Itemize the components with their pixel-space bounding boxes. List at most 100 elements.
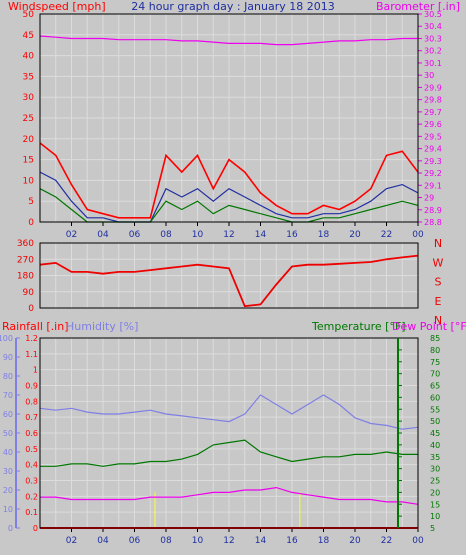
baro-y-tick-label: 30 bbox=[424, 71, 434, 80]
temp-y-tick-label: 75 bbox=[430, 358, 440, 367]
temp-y-tick-label: 40 bbox=[430, 441, 440, 450]
humidity-line bbox=[39, 394, 419, 430]
temp-x-tick-label: 18 bbox=[318, 536, 330, 546]
rain-y-tick-label: 0.5 bbox=[25, 445, 38, 454]
wind-y-tick-label: 30 bbox=[23, 93, 35, 103]
temp-y-tick-label: 15 bbox=[430, 500, 440, 509]
baro-y-tick-label: 29.2 bbox=[424, 169, 442, 178]
temp-panel-grid bbox=[40, 337, 418, 529]
rain-y-tick-label: 1.2 bbox=[25, 334, 38, 343]
direction-y-tick-label: 360 bbox=[17, 239, 34, 249]
baro-axis-label: Barometer [.in] bbox=[376, 0, 460, 13]
wind-x-tick-label: 00 bbox=[412, 230, 424, 240]
wind-y-tick-label: 40 bbox=[23, 52, 35, 62]
humidity-y-tick-label: 100 bbox=[0, 334, 13, 343]
temp-y-tick-label: 25 bbox=[430, 477, 440, 486]
dewpoint-line bbox=[40, 486, 419, 505]
wind-y-tick-label: 0 bbox=[28, 218, 34, 228]
temp-x-tick-label: 06 bbox=[129, 536, 141, 546]
baro-y-tick-label: 29.5 bbox=[424, 132, 442, 141]
direction-y-tick-label: 90 bbox=[23, 288, 35, 298]
wind-line bbox=[39, 142, 419, 219]
rain-y-tick-label: 0 bbox=[33, 524, 38, 533]
baro-y-tick-label: 29.9 bbox=[424, 83, 442, 92]
wind-axis-label: Windspeed [mph] bbox=[8, 0, 106, 13]
humidity-y-tick-label: 70 bbox=[3, 391, 13, 400]
baro-y-tick-label: 28.8 bbox=[424, 218, 442, 227]
temp-x-tick-label: 12 bbox=[223, 536, 234, 546]
temp-y-tick-label: 30 bbox=[430, 465, 440, 474]
temperature-line bbox=[40, 439, 418, 467]
temp-panel-frame bbox=[39, 337, 419, 529]
temp-y-tick-label: 45 bbox=[430, 429, 440, 438]
temp-y-tick-label: 5 bbox=[430, 524, 435, 533]
direction-line bbox=[39, 254, 419, 308]
compass-label: S bbox=[435, 276, 442, 289]
wind-y-tick-label: 45 bbox=[23, 31, 34, 41]
baro-y-tick-label: 30.5 bbox=[424, 10, 442, 19]
wind-y-tick-label: 15 bbox=[23, 156, 34, 166]
wind-y-tick-label: 10 bbox=[23, 176, 35, 186]
temp-y-tick-label: 35 bbox=[430, 453, 440, 462]
wind-panel-series bbox=[39, 35, 419, 223]
wind-x-tick-label: 22 bbox=[381, 230, 392, 240]
rain-y-tick-label: 0.2 bbox=[25, 492, 38, 501]
baro-y-tick-label: 29.4 bbox=[424, 145, 442, 154]
rain-y-tick-label: 0.6 bbox=[25, 429, 38, 438]
humidity-y-tick-label: 40 bbox=[3, 448, 13, 457]
rain-y-tick-label: 0.1 bbox=[25, 508, 38, 517]
wind-x-tick-label: 20 bbox=[349, 230, 361, 240]
baro-y-tick-label: 29 bbox=[424, 194, 434, 203]
humidity-axis-label: Humidity [%] bbox=[66, 320, 138, 333]
baro-y-tick-label: 29.7 bbox=[424, 108, 442, 117]
temp-y-tick-label: 20 bbox=[430, 488, 440, 497]
direction-y-tick-label: 270 bbox=[17, 255, 34, 265]
temp-y-tick-label: 85 bbox=[430, 334, 440, 343]
wind-y-tick-label: 50 bbox=[23, 10, 35, 20]
temperature-axis-label: Temperature [°F] bbox=[311, 320, 406, 333]
rain-y-tick-label: 0.9 bbox=[25, 382, 38, 391]
wind_avg-line bbox=[39, 171, 419, 223]
temp-x-tick-label: 20 bbox=[349, 536, 361, 546]
compass-label: N bbox=[434, 314, 442, 327]
temp-y-tick-label: 70 bbox=[430, 370, 440, 379]
wind-panel-frame bbox=[39, 13, 419, 223]
direction-y-tick-label: 0 bbox=[28, 304, 34, 314]
humidity-y-tick-label: 20 bbox=[3, 486, 13, 495]
temp-y-tick-label: 80 bbox=[430, 346, 440, 355]
direction-y-tick-label: 180 bbox=[17, 272, 34, 282]
rain-y-tick-label: 0.4 bbox=[25, 461, 38, 470]
baro-y-tick-label: 30.3 bbox=[424, 34, 442, 43]
temp-y-tick-label: 60 bbox=[430, 393, 440, 402]
rain-y-tick-label: 0.3 bbox=[25, 477, 38, 486]
humidity-y-tick-label: 90 bbox=[3, 353, 13, 362]
rain-y-tick-label: 0.8 bbox=[25, 397, 38, 406]
temp-y-tick-label: 55 bbox=[430, 405, 440, 414]
compass-label: N bbox=[434, 237, 442, 250]
rain-y-tick-label: 0.7 bbox=[25, 413, 38, 422]
wind-y-tick-label: 5 bbox=[28, 197, 34, 207]
wind-x-tick-label: 14 bbox=[255, 230, 267, 240]
wind-x-tick-label: 08 bbox=[160, 230, 172, 240]
baro-y-tick-label: 29.8 bbox=[424, 96, 442, 105]
humidity-y-tick-label: 50 bbox=[3, 429, 13, 438]
direction-panel-series bbox=[39, 254, 419, 308]
baro-y-tick-label: 29.6 bbox=[424, 120, 442, 129]
baro-y-tick-label: 30.1 bbox=[424, 59, 442, 68]
wind-x-tick-label: 10 bbox=[192, 230, 204, 240]
temp-x-tick-label: 16 bbox=[286, 536, 298, 546]
graph-title: 24 hour graph day : January 18 2013 bbox=[131, 0, 335, 13]
compass-label: W bbox=[433, 256, 444, 269]
wind-x-tick-label: 18 bbox=[318, 230, 330, 240]
temp-x-tick-label: 22 bbox=[381, 536, 392, 546]
wind-x-tick-label: 12 bbox=[223, 230, 234, 240]
temp-x-tick-label: 08 bbox=[160, 536, 172, 546]
wind-x-tick-label: 02 bbox=[66, 230, 77, 240]
baro-y-tick-label: 28.9 bbox=[424, 206, 442, 215]
dewpoint-axis-label: Dew Point [°F] bbox=[392, 320, 466, 333]
humidity-y-tick-label: 80 bbox=[3, 372, 13, 381]
rain-y-tick-label: 1.1 bbox=[25, 350, 38, 359]
temp-x-tick-label: 10 bbox=[192, 536, 204, 546]
